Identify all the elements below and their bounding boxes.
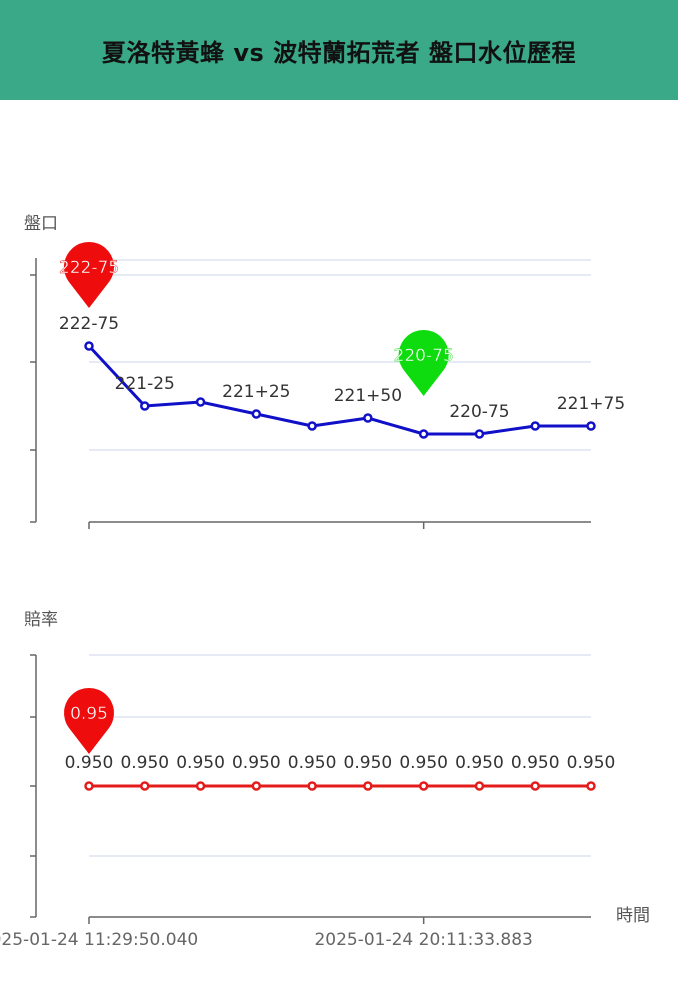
chart1-point-1 (140, 401, 150, 411)
chart2-point-3 (251, 781, 262, 791)
chart2-data-label-3: 0.950 (232, 753, 281, 773)
chart1-point-2 (195, 397, 206, 407)
chart2-x-tick-label-0: 2025-01-24 11:29:50.040 (0, 930, 198, 950)
chart2-data-label-2: 0.950 (176, 753, 225, 773)
chart2-point-7 (474, 781, 485, 791)
chart1-series-line (87, 344, 591, 436)
chart1-min-pin (398, 330, 449, 396)
chart2-point-8 (530, 781, 540, 791)
chart2-xlabel: 時間 (616, 906, 650, 926)
chart1-point-4 (307, 421, 317, 431)
chart1-point-9 (586, 421, 596, 431)
chart1-point-0 (84, 341, 94, 351)
chart2-data-label-9: 0.950 (567, 753, 616, 773)
chart1-data-label-5: 221+50 (334, 386, 402, 406)
chart1-point-5 (363, 413, 373, 423)
chart1-data-label-1: 221-25 (115, 374, 175, 394)
chart2-x-tick-label-6: 2025-01-24 20:11:33.883 (314, 930, 532, 950)
chart1-data-label-0: 222-75 (59, 314, 119, 334)
chart1-max-pin-label: 222-75 (59, 258, 119, 278)
chart1-data-label-9: 221+75 (557, 394, 625, 414)
chart1-point-8 (530, 421, 540, 431)
chart2-data-label-0: 0.950 (65, 753, 114, 773)
chart1-max-pin (63, 242, 114, 308)
chart2-point-4 (307, 781, 317, 791)
chart2-data-label-6: 0.950 (399, 753, 448, 773)
chart2-data-label-5: 0.950 (344, 753, 393, 773)
chart2-data-label-1: 0.950 (120, 753, 169, 773)
chart2-point-6 (418, 781, 429, 791)
chart1-point-6 (418, 429, 429, 439)
chart2-data-label-7: 0.950 (455, 753, 504, 773)
chart2-point-5 (363, 781, 373, 791)
chart2-point-2 (195, 781, 206, 791)
chart1-min-pin-label: 220-75 (394, 346, 454, 366)
chart2-max-pin (63, 688, 115, 755)
page-header: 夏洛特黃蜂 vs 波特蘭拓荒者 盤口水位歷程 (0, 0, 678, 100)
chart2-point-9 (586, 781, 596, 791)
chart2-data-label-4: 0.950 (288, 753, 337, 773)
chart2-point-1 (140, 781, 150, 791)
chart1-data-label-7: 220-75 (449, 402, 509, 422)
chart1-point-3 (251, 409, 262, 419)
chart1-data-label-3: 221+25 (222, 382, 290, 402)
chart2-data-label-8: 0.950 (511, 753, 560, 773)
page-title: 夏洛特黃蜂 vs 波特蘭拓荒者 盤口水位歷程 (102, 38, 576, 67)
chart2-max-pin-label: 0.95 (70, 704, 108, 724)
chart2-ylabel: 賠率 (24, 610, 58, 630)
chart1-ylabel: 盤口 (24, 214, 58, 234)
chart2-point-0 (84, 781, 94, 791)
chart1-point-7 (474, 429, 485, 439)
